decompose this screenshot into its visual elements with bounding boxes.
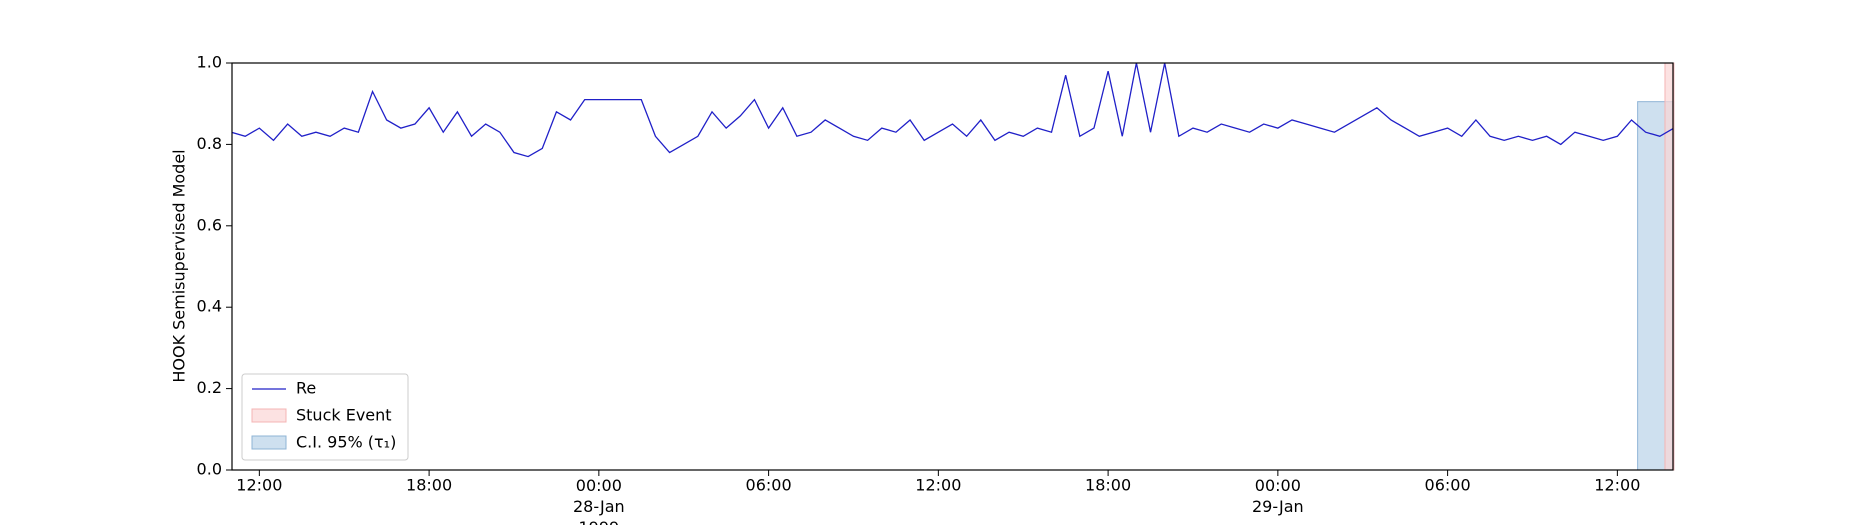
- legend-patch: [251, 435, 287, 450]
- y-tick-label: 0.2: [197, 378, 222, 397]
- legend-label: Stuck Event: [296, 406, 392, 425]
- x-tick-label: 18:00: [1085, 476, 1131, 495]
- x-tick-label: 06:00: [746, 476, 792, 495]
- x-tick-label: 06:00: [1425, 476, 1471, 495]
- y-tick-label: 1.0: [197, 53, 222, 72]
- line: [232, 63, 1673, 158]
- plot-frame: [231, 62, 1674, 471]
- x-tick-label: 18:00: [406, 476, 452, 495]
- legend-patch: [251, 408, 287, 423]
- y-tick-label: 0.4: [197, 297, 222, 316]
- x-tick-label: 12:00: [236, 476, 282, 495]
- x-tick-label: 12:00: [915, 476, 961, 495]
- legend-label: C.I. 95% (τ₁): [296, 433, 396, 452]
- y-tick-label: 0.6: [197, 215, 222, 234]
- legend-label: Re: [296, 379, 316, 398]
- y-tick-label: 0.0: [197, 460, 222, 479]
- y-axis-label: HOOK Semisupervised Model: [170, 149, 189, 382]
- x-tick-label: 12:00: [1594, 476, 1640, 495]
- y-tick-label: 0.8: [197, 134, 222, 153]
- x-tick-label: 00:00 29-Jan: [1252, 476, 1304, 516]
